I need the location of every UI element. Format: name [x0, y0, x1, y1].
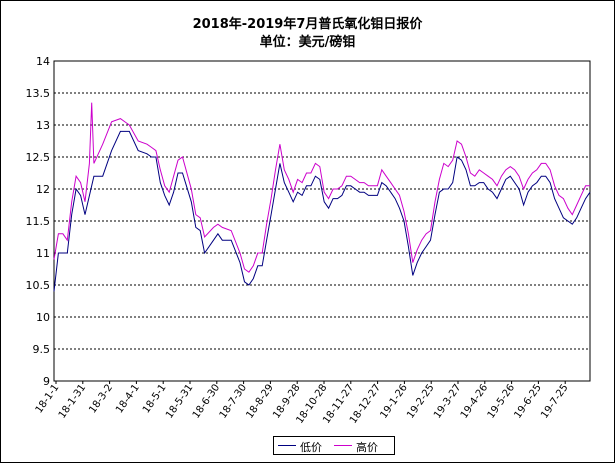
legend-label-high: 高价	[356, 441, 378, 454]
y-tick-label: 9	[43, 375, 50, 388]
legend-swatch-low	[278, 445, 296, 446]
legend-label-low: 低价	[300, 441, 322, 454]
y-tick-label: 11	[36, 247, 50, 260]
y-tick-label: 12.5	[26, 151, 51, 164]
y-tick-label: 14	[36, 55, 50, 68]
y-tick-label: 10.5	[26, 279, 51, 292]
x-tick-label: 19-7-25	[539, 382, 570, 420]
x-tick-label: 18-3-2	[87, 382, 115, 415]
series-line-high	[53, 102, 590, 273]
x-tick-label: 18-5-1	[141, 382, 169, 415]
chart-title: 2018年-2019年7月普氏氧化钼日报价	[192, 17, 423, 32]
x-tick-label: 18-1-31	[57, 382, 88, 420]
y-tick-label: 13	[36, 119, 50, 132]
legend-swatch-high	[334, 445, 352, 446]
legend: 低价 高价	[273, 436, 395, 455]
chart-subtitle: 单位：美元/磅钼	[259, 35, 356, 50]
x-tick-label: 18-4-1	[114, 382, 142, 415]
y-tick-label: 11.5	[26, 215, 51, 228]
series-line-low	[53, 130, 591, 292]
plot-border	[53, 60, 591, 382]
y-tick-label: 9.5	[33, 343, 51, 356]
y-tick-label: 12	[36, 183, 50, 196]
y-tick-label: 13.5	[26, 87, 51, 100]
y-tick-label: 10	[36, 311, 50, 324]
